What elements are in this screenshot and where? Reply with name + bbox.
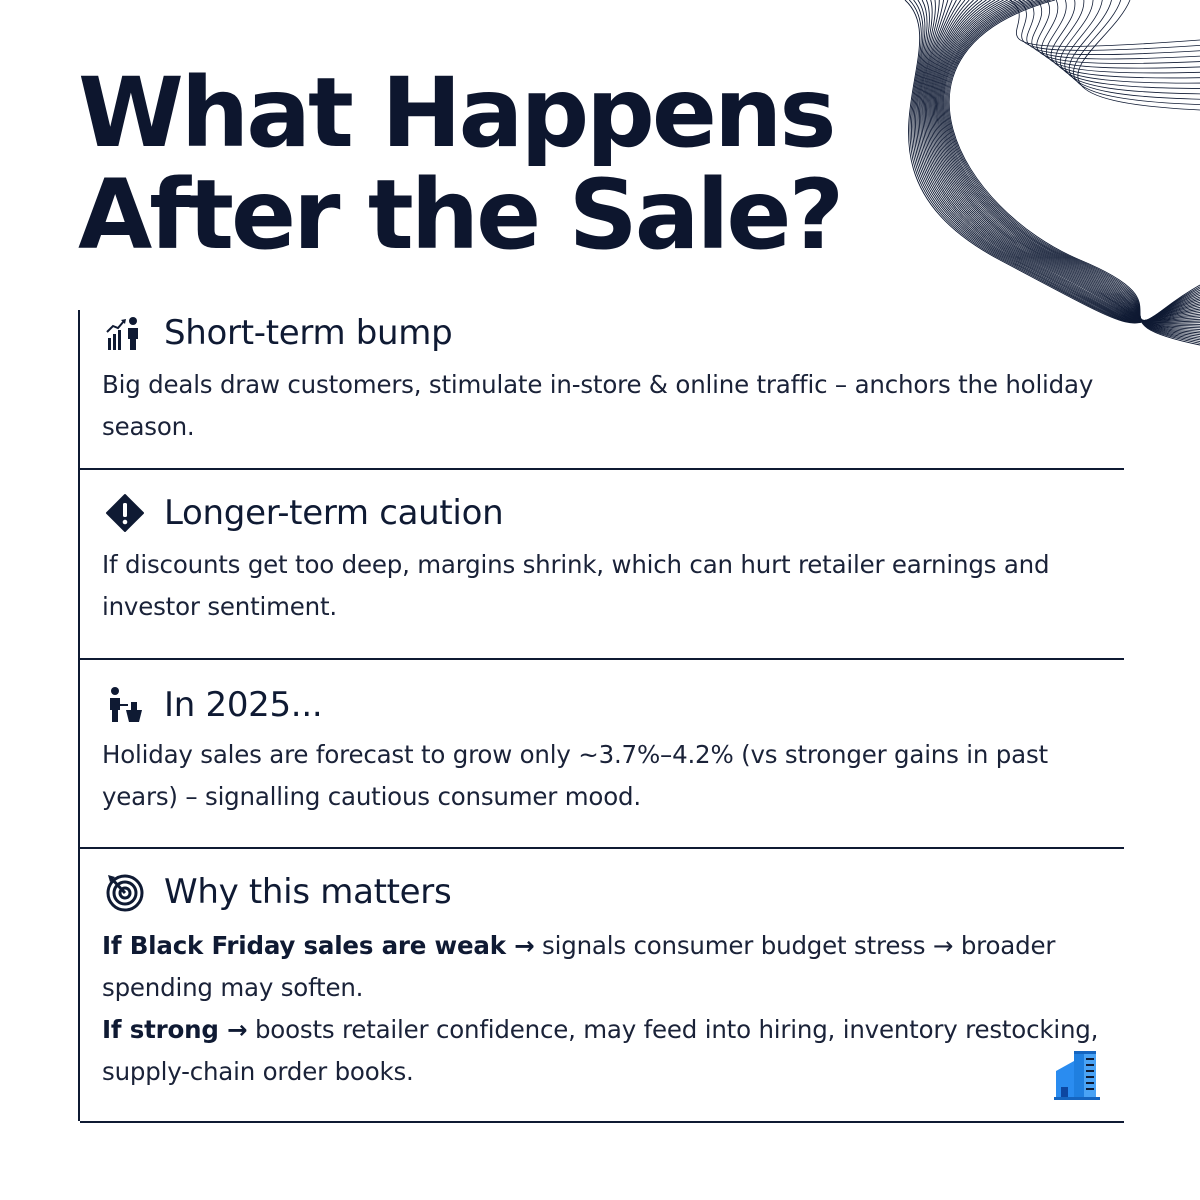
wave-line bbox=[912, 0, 1200, 323]
wave-line bbox=[940, 0, 1200, 332]
wave-line bbox=[1059, 0, 1200, 89]
wave-line bbox=[917, 0, 1200, 322]
section-body: If Black Friday sales are weak → signals… bbox=[102, 925, 1112, 1093]
wave-line bbox=[916, 0, 1200, 322]
wave-line bbox=[1031, 0, 1200, 60]
paragraph-text: boosts retailer confidence, may feed int… bbox=[102, 1015, 1099, 1086]
wave-line bbox=[1077, 0, 1200, 111]
wave-line bbox=[1064, 0, 1200, 95]
page-title: What Happens After the Sale? bbox=[78, 62, 878, 266]
wave-line bbox=[944, 0, 1200, 339]
wave-line bbox=[1036, 0, 1200, 64]
wave-line bbox=[1068, 0, 1200, 100]
wave-line bbox=[945, 0, 1200, 341]
bold-lead: If strong → bbox=[102, 1015, 248, 1044]
wave-line bbox=[921, 0, 1200, 322]
wave-line bbox=[922, 0, 1200, 322]
wave-line bbox=[935, 0, 1200, 324]
wave-line bbox=[942, 0, 1200, 336]
wave-line bbox=[943, 0, 1200, 337]
wave-line bbox=[1055, 0, 1200, 84]
wave-line bbox=[937, 0, 1200, 327]
wave-line bbox=[920, 0, 1200, 322]
paragraph-strong: If strong → boosts retailer confidence, … bbox=[102, 1009, 1112, 1093]
section-in-2025: In 2025... Holiday sales are forecast to… bbox=[80, 660, 1124, 849]
wave-line bbox=[1045, 0, 1200, 74]
wave-line bbox=[926, 0, 1200, 321]
section-heading: In 2025... bbox=[104, 684, 323, 726]
wave-line bbox=[941, 0, 1200, 334]
wave-line bbox=[1041, 0, 1200, 69]
wave-line bbox=[911, 0, 1200, 323]
wave-line bbox=[915, 0, 1200, 323]
wave-line bbox=[936, 0, 1200, 325]
wave-line bbox=[933, 0, 1200, 323]
wave-line bbox=[930, 0, 1200, 322]
section-heading: Longer-term caution bbox=[104, 492, 504, 534]
title-line-1: What Happens bbox=[78, 57, 836, 169]
wave-line bbox=[931, 0, 1200, 322]
section-title: In 2025... bbox=[164, 685, 323, 725]
wave-line bbox=[1009, 0, 1200, 47]
chart-person-icon bbox=[104, 312, 146, 354]
section-why-this-matters: Why this matters If Black Friday sales a… bbox=[80, 849, 1124, 1123]
building-icon bbox=[1052, 1049, 1102, 1101]
wave-line bbox=[949, 0, 1200, 346]
wave-line bbox=[932, 0, 1200, 323]
bold-lead: If Black Friday sales are weak → bbox=[102, 931, 535, 960]
wave-line bbox=[1073, 0, 1200, 106]
section-title: Short-term bump bbox=[164, 313, 453, 353]
paragraph-text: signals consumer budget stress → broader… bbox=[102, 931, 1056, 1002]
wave-line bbox=[929, 0, 1200, 322]
paragraph-weak: If Black Friday sales are weak → signals… bbox=[102, 925, 1112, 1009]
wave-line bbox=[946, 0, 1200, 343]
section-body: Holiday sales are forecast to grow only … bbox=[102, 740, 1048, 811]
section-title: Why this matters bbox=[164, 872, 452, 912]
sections-list: Short-term bump Big deals draw customers… bbox=[78, 310, 1124, 1123]
section-longer-term-caution: Longer-term caution If discounts get too… bbox=[80, 470, 1124, 660]
title-line-2: After the Sale? bbox=[78, 159, 844, 271]
wave-line bbox=[918, 0, 1200, 322]
wave-line bbox=[927, 0, 1200, 321]
section-heading: Short-term bump bbox=[104, 312, 453, 354]
wave-line bbox=[947, 0, 1200, 344]
wave-line bbox=[904, 0, 1200, 324]
section-body: Big deals draw customers, stimulate in-s… bbox=[102, 370, 1094, 441]
wave-line bbox=[928, 0, 1200, 321]
section-body: If discounts get too deep, margins shrin… bbox=[102, 550, 1050, 621]
wave-line bbox=[913, 0, 1200, 323]
shopper-icon bbox=[104, 684, 146, 726]
wave-line bbox=[1050, 0, 1200, 79]
wave-line bbox=[1026, 0, 1200, 56]
wave-line bbox=[938, 0, 1200, 329]
section-title: Longer-term caution bbox=[164, 493, 504, 533]
warning-diamond-icon bbox=[104, 492, 146, 534]
wave-line bbox=[939, 0, 1200, 331]
wave-line bbox=[1018, 0, 1200, 51]
wave-line bbox=[908, 0, 1200, 324]
section-heading: Why this matters bbox=[104, 871, 452, 913]
section-short-term-bump: Short-term bump Big deals draw customers… bbox=[80, 310, 1124, 470]
target-icon bbox=[104, 871, 146, 913]
wave-line bbox=[925, 0, 1200, 321]
wave-line bbox=[923, 0, 1200, 321]
